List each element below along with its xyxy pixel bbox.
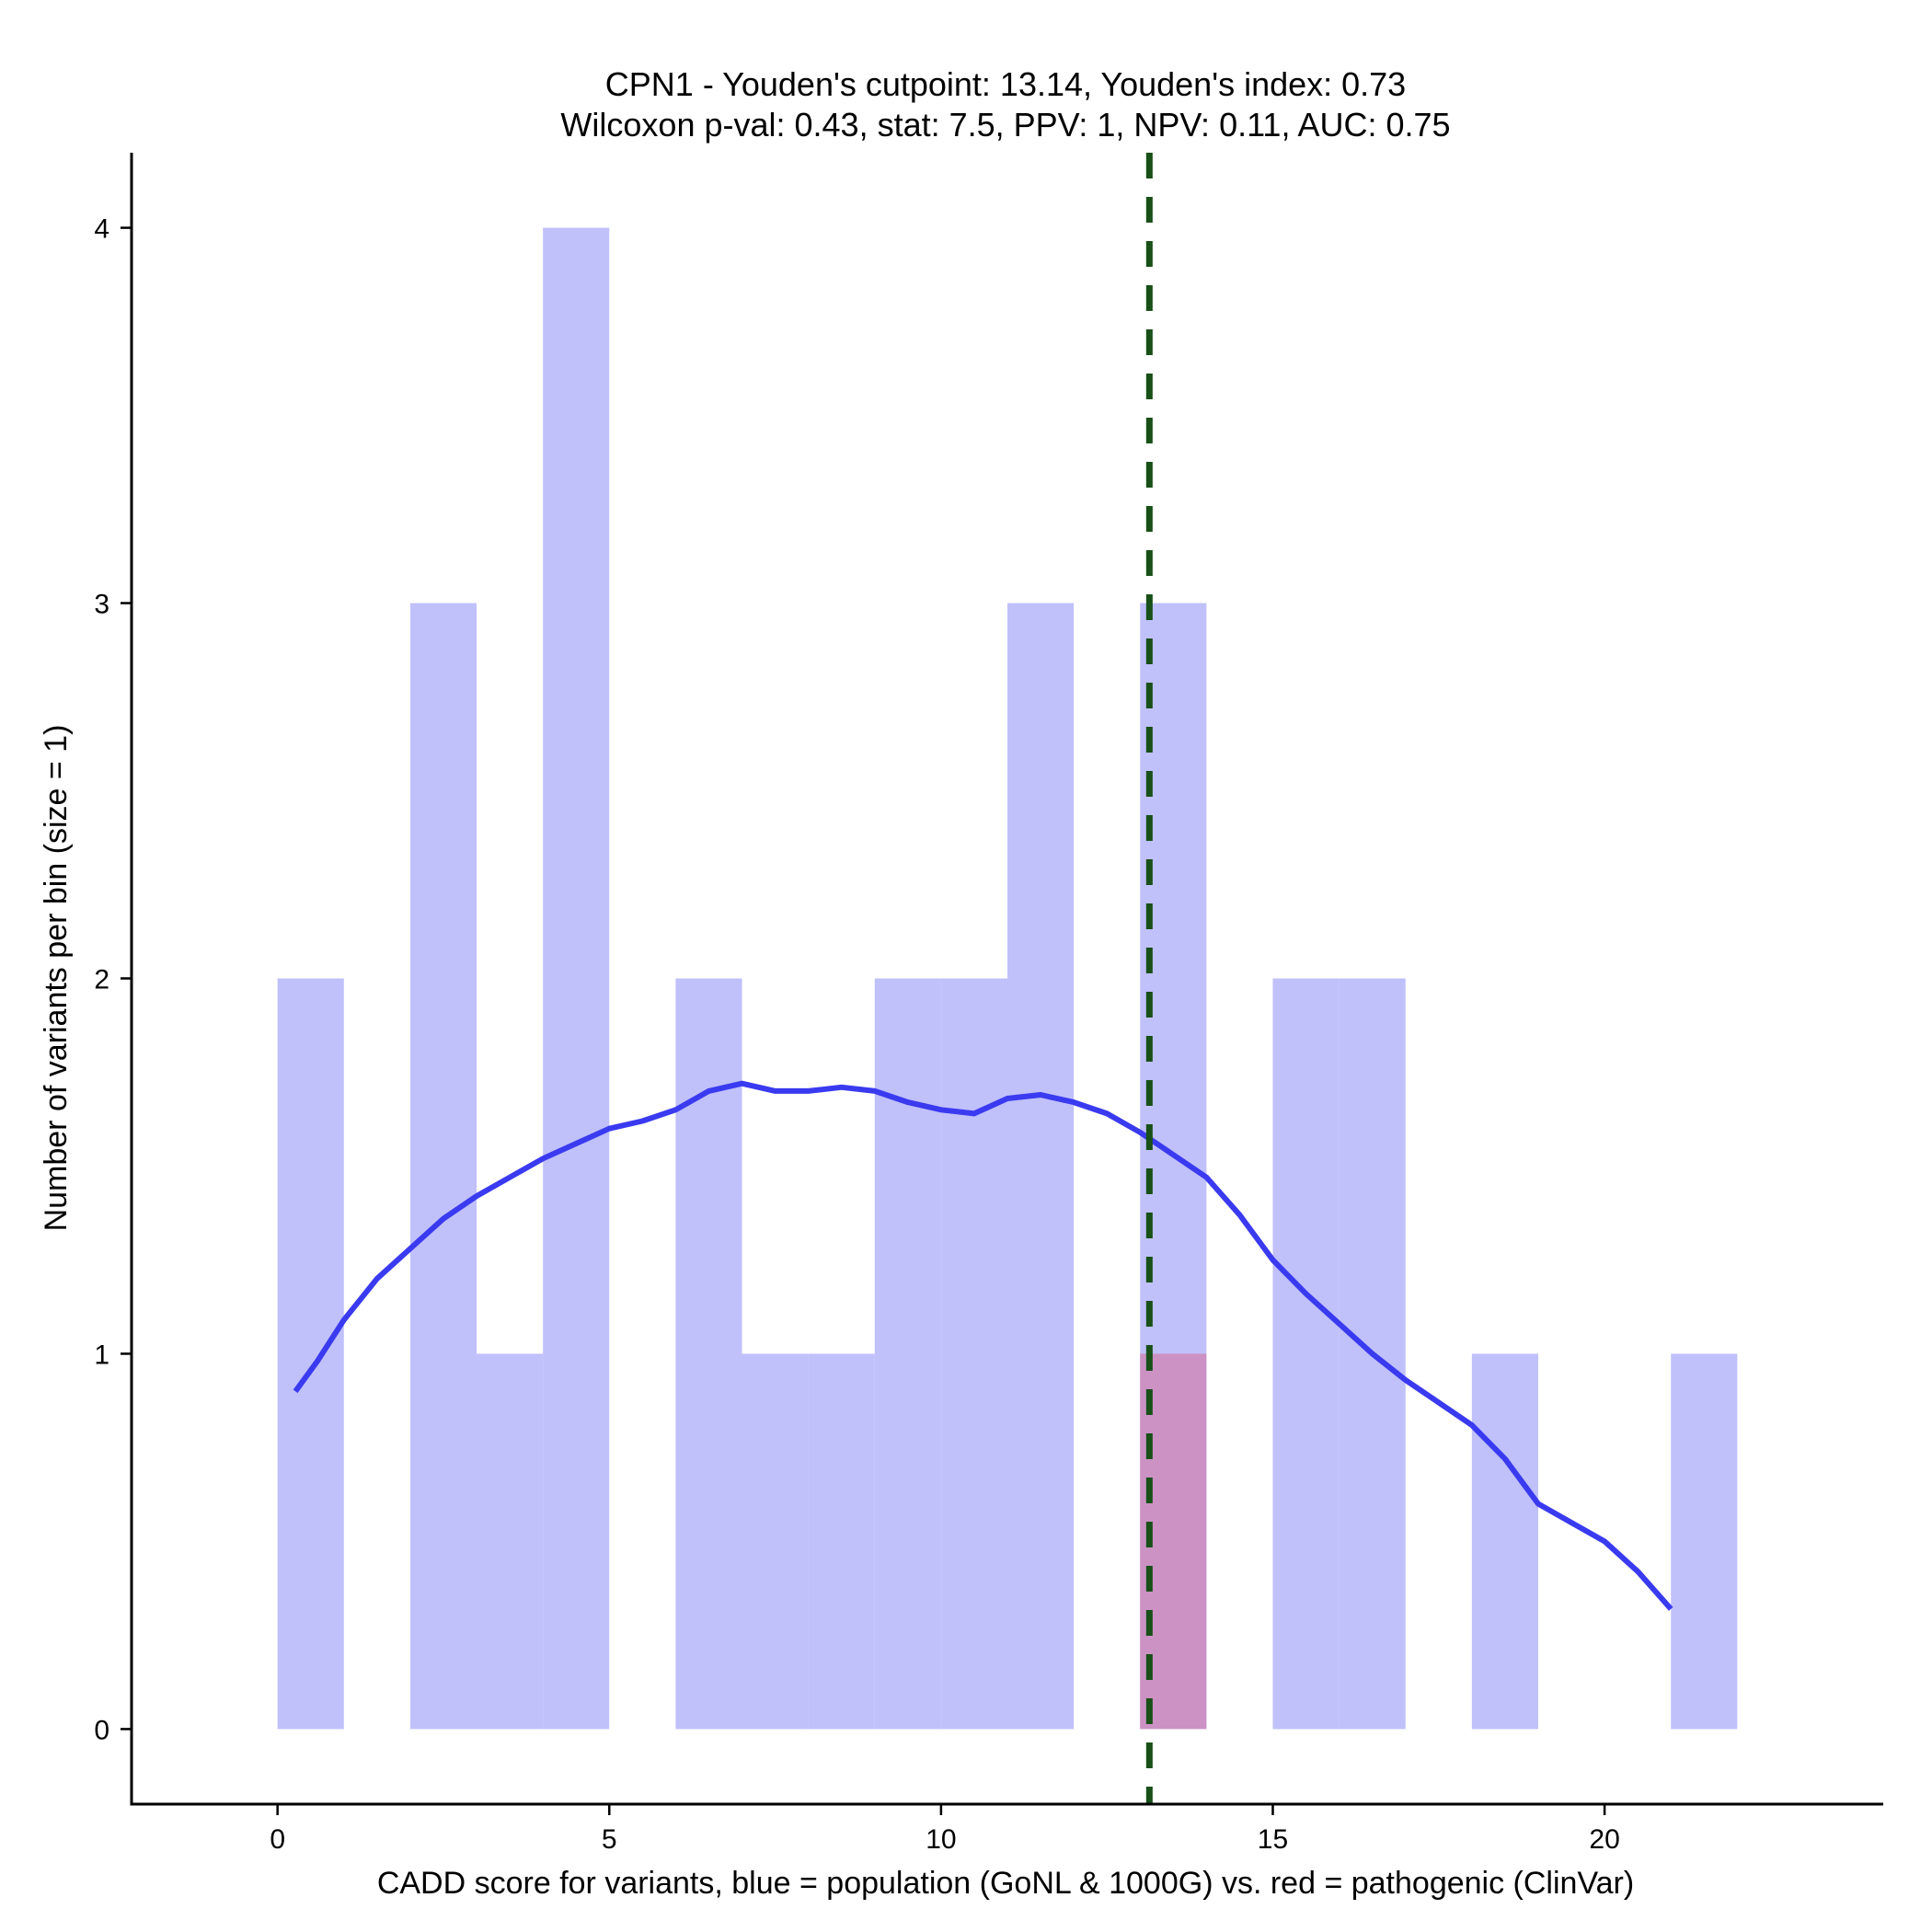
population-bar-8 — [808, 1353, 875, 1730]
y-tick-label-4: 4 — [94, 214, 109, 245]
x-tick-label-20: 20 — [1589, 1824, 1619, 1855]
y-axis-label: Number of variants per bin (size = 1) — [39, 725, 74, 1232]
chart-title-line1: CPN1 - Youden's cutpoint: 13.14, Youden'… — [605, 65, 1406, 103]
x-tick-label-5: 5 — [602, 1824, 617, 1855]
population-bar-11 — [1007, 603, 1075, 1730]
population-bar-15 — [1272, 978, 1340, 1730]
population-bar-3 — [477, 1353, 544, 1730]
population-bar-0 — [277, 978, 344, 1730]
population-bar-10 — [940, 978, 1007, 1730]
population-bar-21 — [1671, 1353, 1738, 1730]
x-axis-ticks: 0 5 10 15 20 — [270, 1804, 1620, 1855]
y-tick-label-0: 0 — [94, 1715, 109, 1745]
population-bar-4 — [543, 227, 610, 1730]
density-curve — [293, 1080, 1673, 1611]
x-tick-label-15: 15 — [1258, 1824, 1288, 1855]
x-tick-label-10: 10 — [926, 1824, 956, 1855]
y-axis-ticks: 0 1 2 3 4 — [94, 214, 132, 1745]
x-axis-label: CADD score for variants, blue = populati… — [377, 1866, 1634, 1901]
population-bar-7 — [742, 1353, 809, 1730]
population-bars — [277, 227, 1738, 1730]
population-bar-2 — [409, 603, 477, 1730]
chart-title-line2: Wilcoxon p-val: 0.43, stat: 7.5, PPV: 1,… — [560, 106, 1450, 144]
population-bar-18 — [1471, 1353, 1538, 1730]
density-curve-group — [293, 1080, 1673, 1611]
population-bar-9 — [874, 978, 941, 1730]
x-tick-label-0: 0 — [270, 1824, 285, 1855]
y-tick-label-2: 2 — [94, 965, 109, 995]
y-tick-label-3: 3 — [94, 590, 109, 620]
y-tick-label-1: 1 — [94, 1340, 109, 1370]
